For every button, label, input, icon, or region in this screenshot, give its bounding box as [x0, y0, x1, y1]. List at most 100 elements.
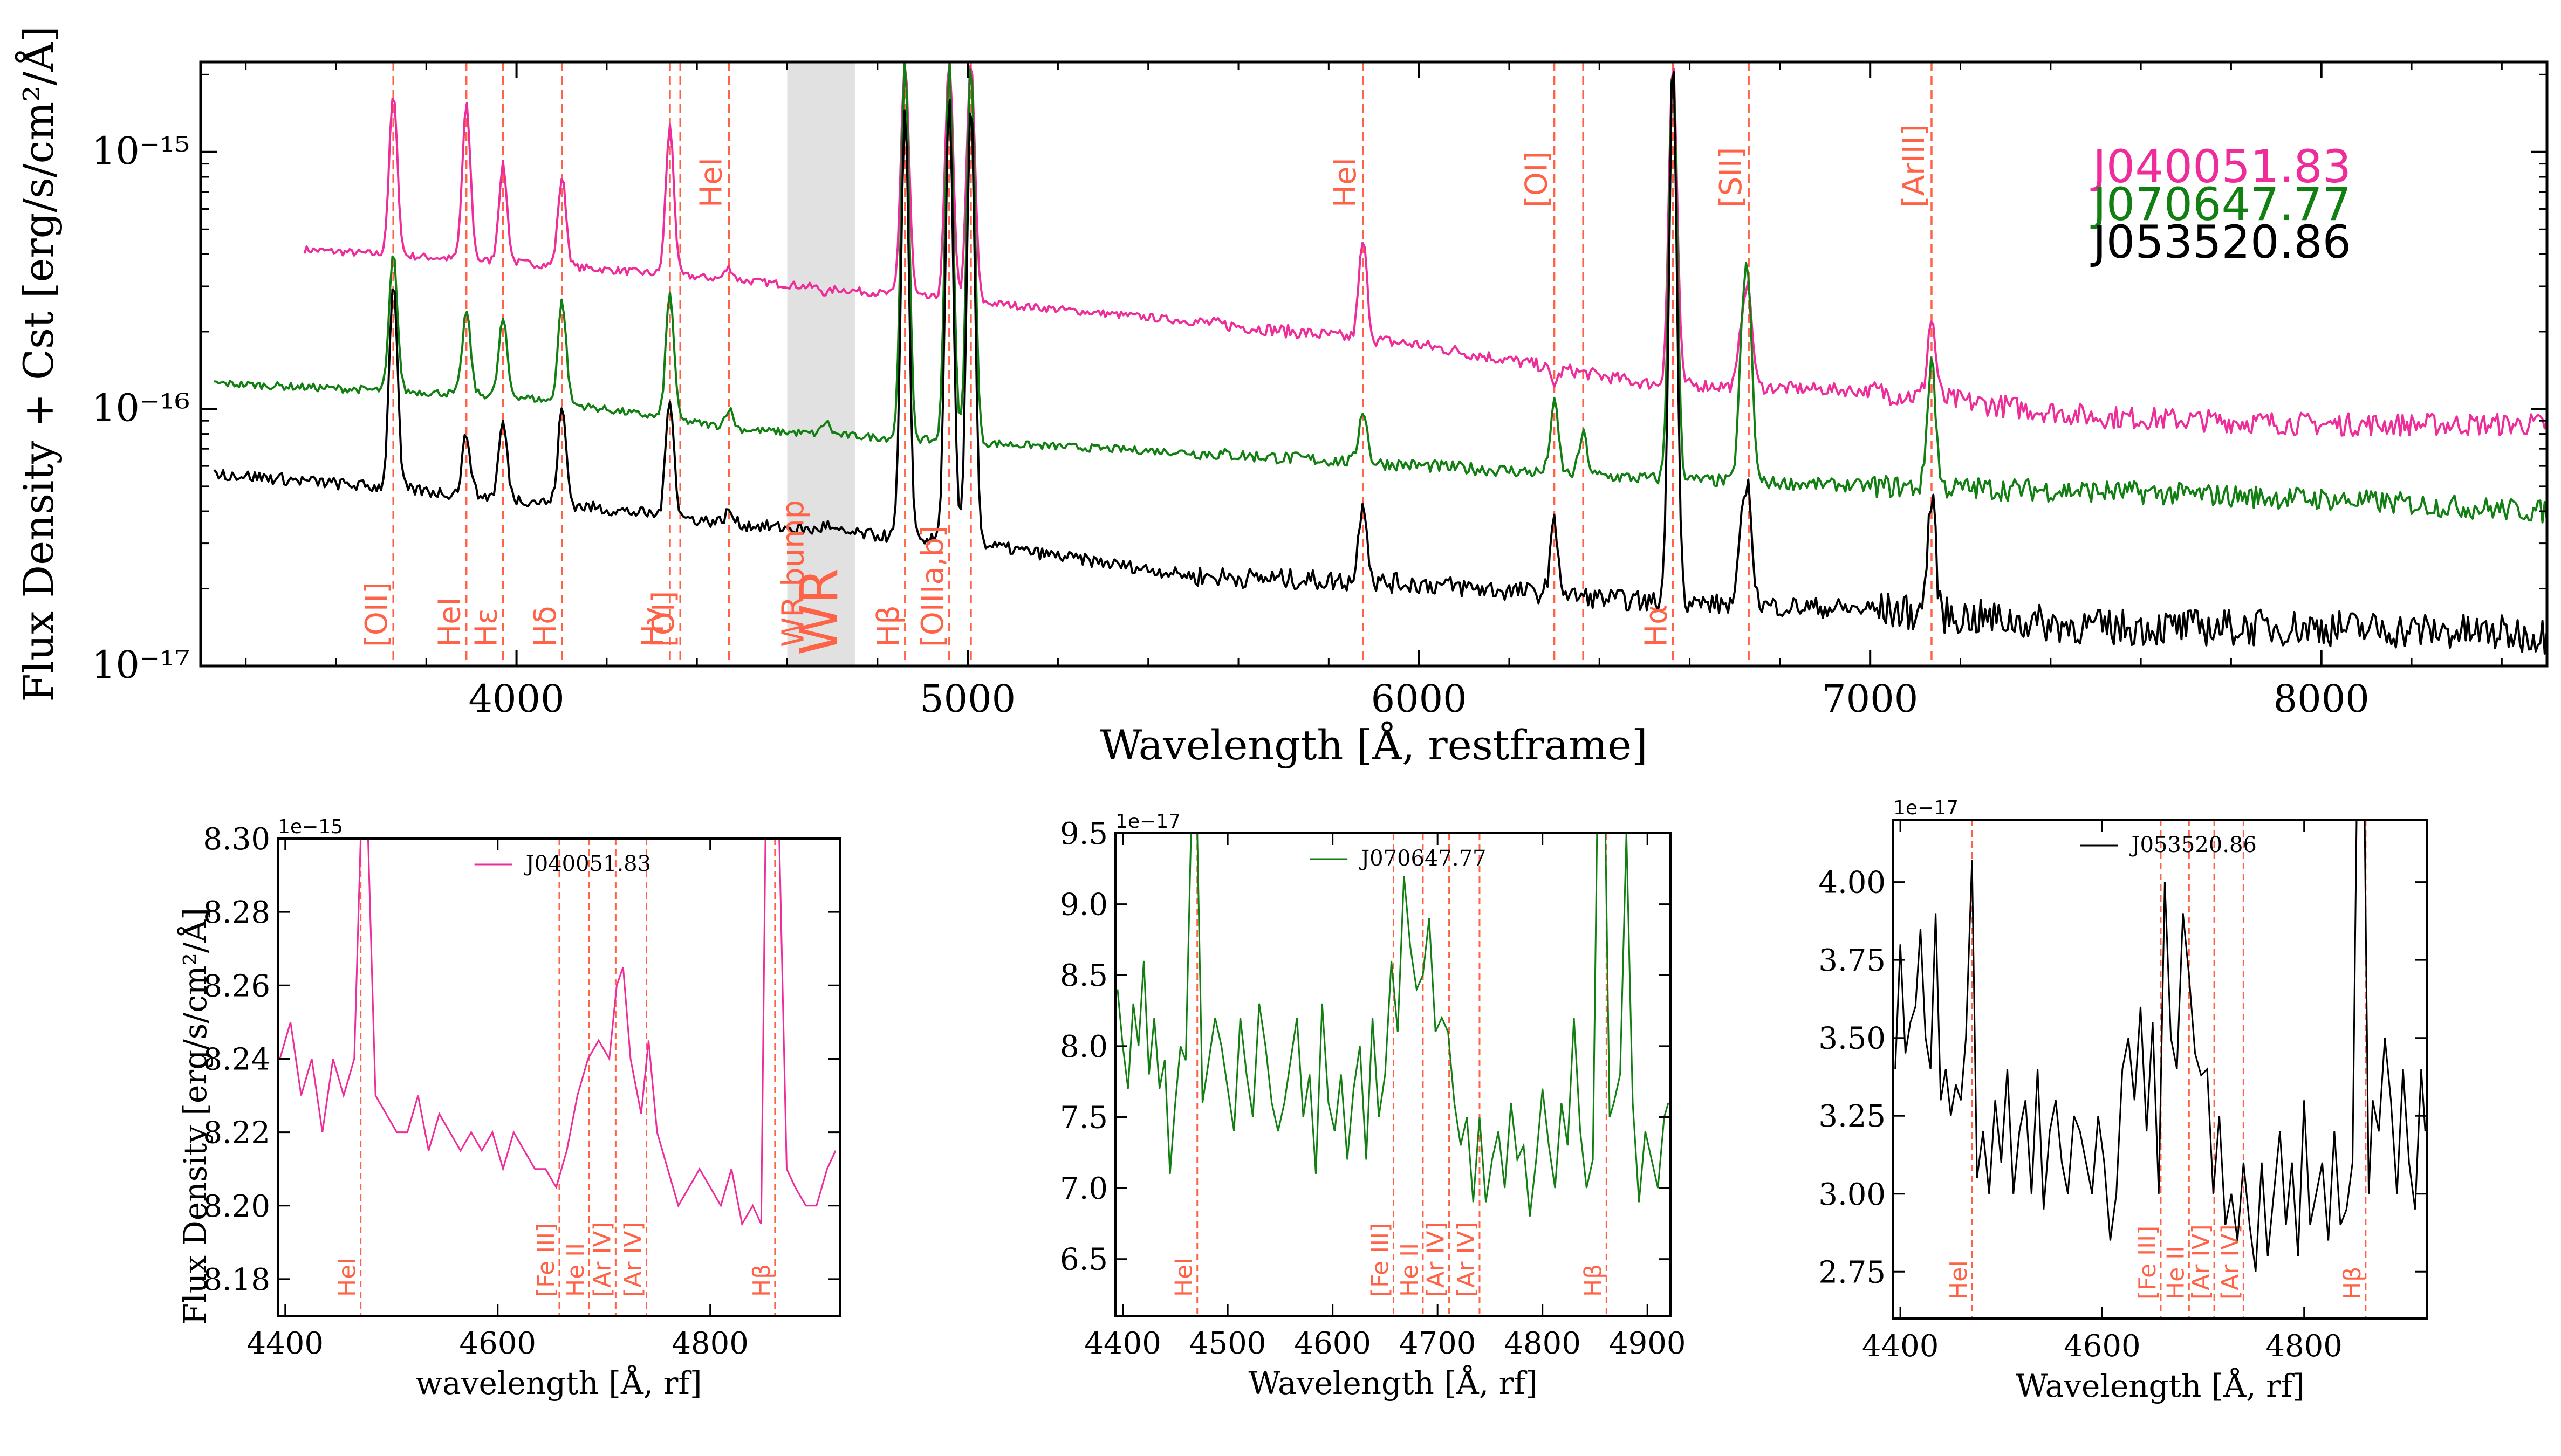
- panel-line-label: [Ar IV]: [620, 1221, 647, 1297]
- panel-y-tick-label: 8.30: [203, 822, 270, 857]
- panel-legend-label: J070647.77: [1359, 846, 1486, 871]
- panel-line-label: HeI: [1170, 1258, 1198, 1297]
- main-line-label-bottom: Hγ: [636, 607, 671, 647]
- panel-y-tick-label: 8.28: [203, 895, 270, 930]
- panel-y-tick-label: 4.00: [1818, 866, 1886, 901]
- main-y-tick-label: 10⁻¹⁶: [92, 386, 190, 430]
- panel-line-label: [Ar IV]: [1453, 1221, 1480, 1297]
- panel-y-tick-label: 9.0: [1060, 888, 1108, 923]
- panel-y-tick-label: 6.5: [1060, 1242, 1108, 1278]
- panel-y-tick-label: 3.75: [1818, 943, 1886, 978]
- panel-y-tick-label: 8.20: [203, 1189, 270, 1224]
- panel-x-tick-label: 4600: [2064, 1329, 2141, 1364]
- main-line-label-bottom: Hε: [469, 608, 504, 647]
- panel-line-label: HeI: [1945, 1260, 1973, 1300]
- panel-offset-text: 1e−17: [1893, 797, 1959, 819]
- main-line-label-bottom: Hβ: [871, 605, 906, 647]
- main-x-tick-label: 7000: [1822, 677, 1918, 721]
- panel-y-tick-label: 8.24: [203, 1042, 270, 1077]
- panel-x-tick-label: 4400: [247, 1326, 324, 1361]
- panel-x-tick-label: 4700: [1399, 1326, 1476, 1361]
- main-line-label-bottom: [OIIIa,b]: [915, 526, 950, 647]
- panel-series-line: [279, 839, 837, 1227]
- panel-frame: [1114, 832, 1672, 1317]
- main-line-label-top: HeI: [694, 157, 729, 208]
- main-line-label-top: [SII]: [1714, 147, 1749, 208]
- panel-line-label: Hβ: [2339, 1267, 2366, 1300]
- main-y-tick-label: 10⁻¹⁷: [92, 643, 190, 687]
- panel-x-axis-label: Wavelength [Å, rf]: [2016, 1368, 2305, 1404]
- panel-x-tick-label: 4400: [1862, 1329, 1939, 1364]
- panel-y-tick-label: 7.5: [1060, 1100, 1108, 1135]
- panel-y-tick-label: 3.25: [1818, 1099, 1886, 1134]
- bottom-left-y-axis-label: Flux Density [erg/s/cm²/Å]: [177, 908, 214, 1325]
- main-y-axis-label: Flux Density + Cst [erg/s/cm²/Å]: [14, 26, 63, 702]
- panel-y-tick-label: 8.5: [1060, 958, 1108, 993]
- wr-shaded-band: [787, 62, 855, 666]
- panel-frame: [1892, 819, 2428, 1320]
- main-line-label-bottom: HeI: [433, 597, 468, 647]
- main-plot-frame: [199, 60, 2549, 668]
- panel-line-label: Hβ: [1579, 1264, 1607, 1297]
- main-x-tick-label: 5000: [920, 677, 1016, 721]
- series-line-J053520.86: [213, 71, 2548, 655]
- main-line-label-top: [OI]: [1519, 152, 1555, 208]
- main-line-label-top: [ArIII]: [1896, 124, 1932, 208]
- panel-y-tick-label: 9.5: [1060, 816, 1108, 851]
- panel-frame: [277, 837, 841, 1317]
- main-x-tick-label: 4000: [468, 677, 564, 721]
- panel-line-label: [Ar IV]: [588, 1221, 616, 1297]
- panel-x-axis-label: wavelength [Å, rf]: [416, 1365, 702, 1402]
- panel-x-tick-label: 4900: [1609, 1326, 1686, 1361]
- panel-line-label: He II: [1396, 1243, 1423, 1297]
- legend-entry-J053520.86: J053520.86: [2090, 216, 2351, 269]
- panel-line-label: [Fe III]: [1366, 1223, 1394, 1297]
- panel-line-label: HeI: [334, 1258, 361, 1297]
- series-line-J040051.83: [303, 61, 2548, 437]
- panel-x-tick-label: 4600: [1294, 1326, 1371, 1361]
- panel-x-tick-label: 4600: [459, 1326, 536, 1361]
- panel-line-label: He II: [2162, 1246, 2189, 1300]
- panel-x-tick-label: 4500: [1189, 1326, 1266, 1361]
- panel-line-label: He II: [562, 1243, 590, 1297]
- legend-entry-J070647.77: J070647.77: [2090, 178, 2351, 231]
- panel-x-tick-label: 4400: [1084, 1326, 1161, 1361]
- panel-y-tick-label: 2.75: [1818, 1255, 1886, 1290]
- main-line-label-bottom: WR bump: [776, 500, 811, 647]
- panel-y-tick-label: 3.00: [1818, 1177, 1886, 1212]
- panel-offset-text: 1e−17: [1115, 811, 1181, 833]
- legend-entry-J040051.83: J040051.83: [2090, 140, 2351, 193]
- panel-x-tick-label: 4800: [2265, 1329, 2343, 1364]
- wr-band-label: WR: [789, 568, 850, 655]
- panel-series-line: [1894, 820, 2426, 1272]
- panel-y-tick-label: 8.22: [203, 1116, 270, 1151]
- panel-x-tick-label: 4800: [672, 1326, 749, 1361]
- series-line-J070647.77: [214, 61, 2548, 524]
- panel-offset-text: 1e−15: [278, 816, 343, 838]
- panel-y-tick-label: 8.26: [203, 969, 270, 1004]
- main-spectrum-panel: 4000 5000 6000 7000 8000 10⁻¹⁷ 10⁻¹⁶ 10⁻¹⁵ [OI…: [14, 26, 2549, 769]
- panel-legend-label: J053520.86: [2129, 833, 2257, 857]
- panel-y-tick-label: 7.0: [1060, 1171, 1108, 1206]
- panel-y-tick-label: 3.50: [1818, 1021, 1886, 1056]
- main-x-axis-label: Wavelength [Å, restframe]: [1100, 720, 1647, 769]
- panel-line-label: [Ar IV]: [2216, 1224, 2244, 1300]
- main-line-label-bottom: Hα: [1639, 605, 1674, 647]
- panel-y-tick-label: 8.0: [1060, 1029, 1108, 1064]
- panel-line-label: [Ar IV]: [2187, 1224, 2215, 1300]
- panel-y-tick-label: 8.18: [203, 1262, 270, 1297]
- main-y-tick-label: 10⁻¹⁵: [92, 129, 190, 173]
- panel-series-line: [1117, 833, 1669, 1217]
- main-x-tick-label: 8000: [2274, 677, 2370, 721]
- main-line-label-bottom: [OII]: [359, 582, 394, 647]
- panel-line-label: [Fe III]: [532, 1223, 560, 1297]
- main-x-tick-label: 6000: [1371, 677, 1467, 721]
- panel-x-axis-label: Wavelength [Å, rf]: [1249, 1365, 1538, 1402]
- panel-line-label: [Fe III]: [2134, 1226, 2161, 1300]
- panel-line-label: Hβ: [748, 1264, 776, 1297]
- panel-x-tick-label: 4800: [1504, 1326, 1581, 1361]
